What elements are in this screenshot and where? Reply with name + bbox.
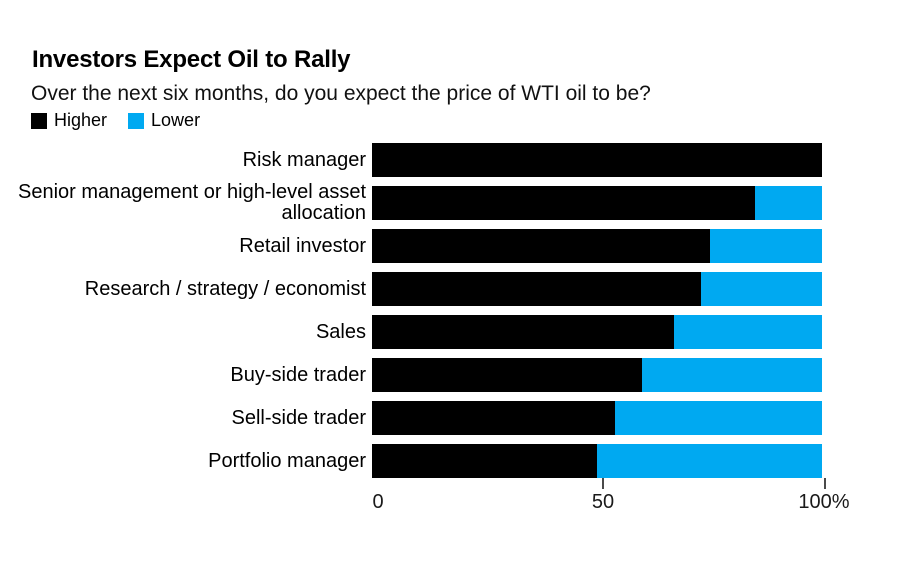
- chart-row: Sell-side trader: [12, 401, 822, 435]
- legend-item-higher: Higher: [31, 110, 107, 131]
- bar-chart: Risk manager Senior management or high-le…: [12, 143, 822, 478]
- category-label: Sell-side trader: [231, 406, 366, 429]
- legend-swatch-lower-icon: [128, 112, 145, 129]
- chart-subtitle: Over the next six months, do you expect …: [31, 82, 651, 105]
- bar-track: [372, 186, 822, 220]
- axis-label-0: 0: [372, 491, 384, 513]
- axis-tick-50-icon: [602, 478, 604, 489]
- bar-segment-lower: [673, 315, 822, 349]
- bar-segment-lower: [615, 401, 822, 435]
- page-title: Investors Expect Oil to Rally: [32, 46, 351, 73]
- bar-track: [372, 401, 822, 435]
- axis-label-100: 100%: [798, 491, 850, 513]
- category-label: Senior management or high-level asset al…: [18, 181, 366, 224]
- bar-track: [372, 315, 822, 349]
- category-label: Sales: [315, 320, 366, 343]
- bar-segment-higher: [372, 444, 597, 478]
- category-label: Portfolio manager: [208, 449, 366, 472]
- legend-label-lower: Lower: [151, 110, 201, 130]
- chart-row: Portfolio manager: [12, 444, 822, 478]
- chart-row: Risk manager: [12, 143, 822, 177]
- axis-label-50: 50: [591, 491, 615, 513]
- bar-track: [372, 444, 822, 478]
- bar-track: [372, 272, 822, 306]
- bar-segment-higher: [372, 315, 674, 349]
- bar-segment-lower: [700, 272, 822, 306]
- bar-track: [372, 358, 822, 392]
- chart-row: Senior management or high-level asset al…: [12, 182, 822, 224]
- bar-track: [372, 229, 822, 263]
- bar-segment-lower: [642, 358, 822, 392]
- category-label: Retail investor: [239, 234, 366, 257]
- chart-row: Retail investor: [12, 229, 822, 263]
- chart-row: Research / strategy / economist: [12, 272, 822, 306]
- bar-segment-lower: [597, 444, 822, 478]
- bar-track: [372, 143, 822, 177]
- chart-row: Buy-side trader: [12, 358, 822, 392]
- chart-row: Sales: [12, 315, 822, 349]
- category-label: Research / strategy / economist: [84, 277, 366, 300]
- legend-item-lower: Lower: [128, 110, 200, 131]
- bar-segment-higher: [372, 186, 755, 220]
- bar-segment-higher: [372, 143, 822, 177]
- legend: Higher Lower: [31, 110, 200, 131]
- category-label: Buy-side trader: [230, 363, 366, 386]
- legend-label-higher: Higher: [54, 110, 108, 130]
- axis-tick-100-icon: [824, 478, 826, 489]
- bar-segment-lower: [754, 186, 822, 220]
- bar-segment-higher: [372, 272, 701, 306]
- category-label: Risk manager: [242, 148, 366, 171]
- bar-segment-lower: [709, 229, 822, 263]
- x-axis: 0 50 100%: [372, 478, 850, 523]
- bar-segment-higher: [372, 358, 642, 392]
- legend-swatch-higher-icon: [31, 112, 47, 129]
- bar-segment-higher: [372, 229, 710, 263]
- bar-segment-higher: [372, 401, 615, 435]
